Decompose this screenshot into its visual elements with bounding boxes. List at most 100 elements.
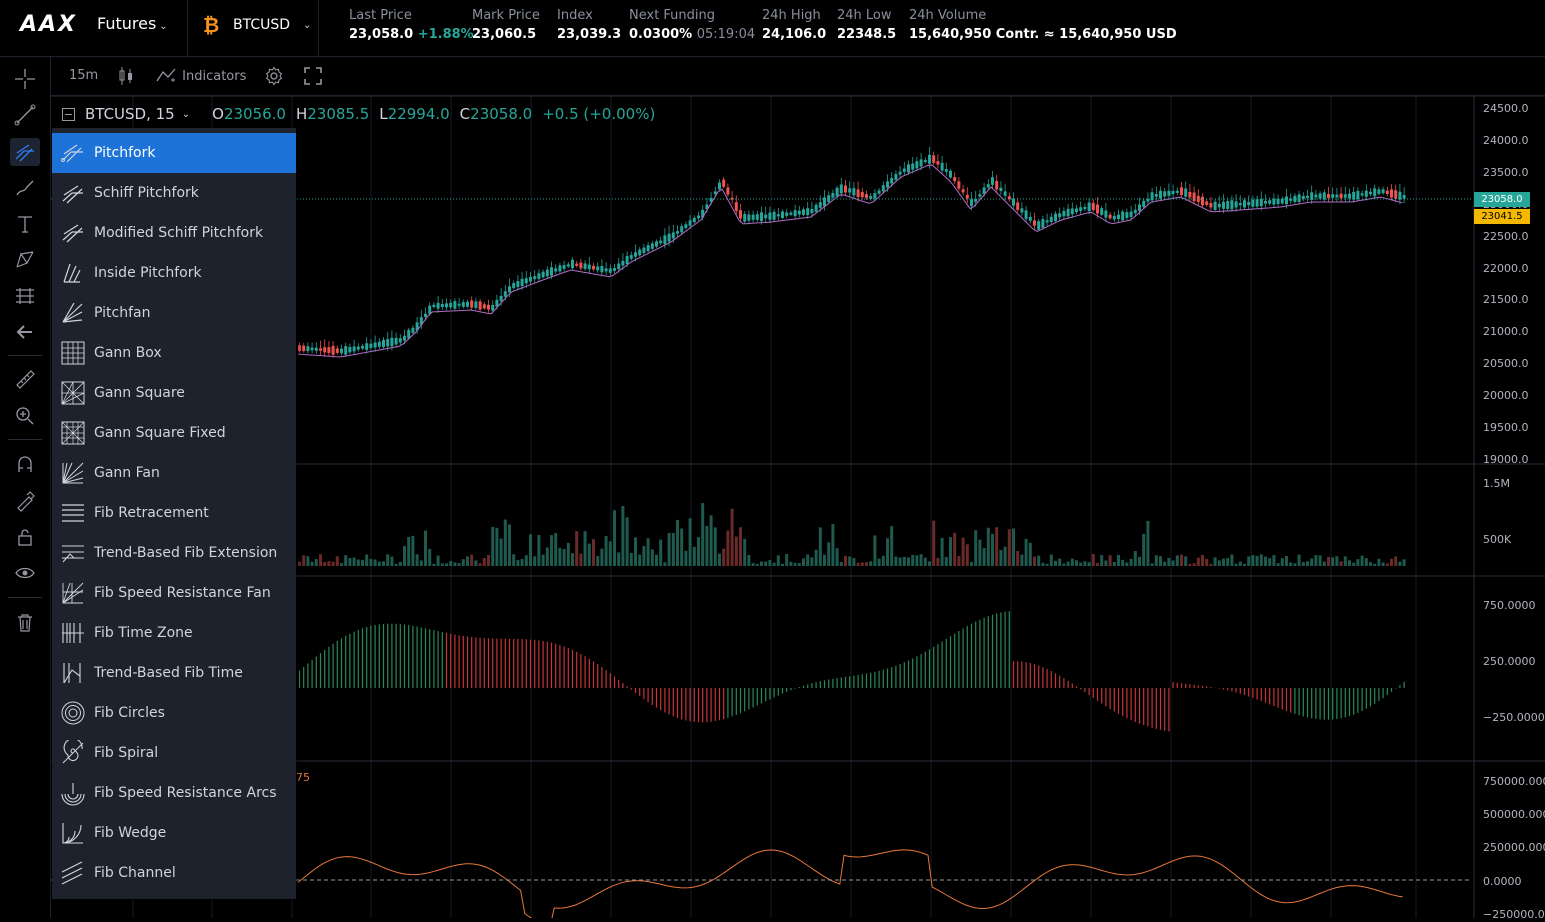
indicators-label: Indicators: [182, 69, 247, 84]
lock-drawing-icon[interactable]: [10, 487, 40, 515]
macd-axis-label: 250.0000: [1483, 655, 1536, 668]
menu-item-gann-square-fixed[interactable]: Gann Square Fixed: [52, 413, 296, 453]
price-chart[interactable]: [51, 95, 1545, 922]
menu-item-label: Fib Spiral: [94, 745, 159, 761]
stat-24h-high: 24h High 24,106.0: [762, 7, 826, 45]
eye-icon[interactable]: [10, 559, 40, 587]
price-axis-label: 22500.0: [1483, 229, 1529, 243]
menu-item-gann-fan[interactable]: Gann Fan: [52, 453, 296, 493]
pattern-icon[interactable]: [10, 246, 40, 274]
menu-item-fib-time-zone[interactable]: Fib Time Zone: [52, 613, 296, 653]
legend-symbol[interactable]: BTCUSD, 15: [85, 105, 175, 123]
modified-schiff-pitchfork-icon: [60, 220, 86, 246]
divider: [8, 439, 42, 440]
stat-label: 24h Volume: [909, 8, 987, 23]
trend-line-icon[interactable]: [10, 101, 40, 129]
fib-retracement-icon: [60, 500, 86, 526]
trash-icon[interactable]: [10, 609, 40, 637]
menu-item-fib-circles[interactable]: Fib Circles: [52, 693, 296, 733]
stat-value: 23,058.0: [349, 27, 414, 42]
fullscreen-icon[interactable]: [303, 66, 323, 90]
menu-item-label: Pitchfan: [94, 305, 151, 321]
menu-item-label: Trend-Based Fib Extension: [94, 545, 278, 561]
chart-legend: BTCUSD, 15 ⌄ O 23056.0 H 23085.5 L 22994.0 …: [62, 103, 655, 125]
stat-label: 24h High: [762, 8, 821, 23]
prediction-icon[interactable]: [10, 282, 40, 310]
price-axis-label: 21000.0: [1483, 325, 1529, 339]
stat-value: 22348.5: [837, 27, 897, 42]
macd-axis-label: 750.0000: [1483, 599, 1536, 612]
fib-time-zone-icon: [60, 620, 86, 646]
osc-axis-label: 250000.0000: [1483, 841, 1545, 854]
menu-item-fib-speed-fan[interactable]: Fib Speed Resistance Fan: [52, 573, 296, 613]
drawing-toolbar: [0, 57, 51, 918]
menu-item-fib-wedge[interactable]: Fib Wedge: [52, 813, 296, 853]
product-selector[interactable]: Futures ⌄: [97, 14, 168, 33]
fib-arcs-icon: [60, 780, 86, 806]
gann-fan-icon: [60, 460, 86, 486]
text-icon[interactable]: [10, 210, 40, 238]
price-axis-label: 24000.0: [1483, 133, 1529, 147]
stat-last-price: Last Price 23,058.0 +1.88%: [349, 7, 474, 45]
price-axis-label: 19500.0: [1483, 421, 1529, 434]
fib-spiral-icon: [60, 740, 86, 766]
settings-gear-icon[interactable]: [264, 66, 284, 90]
price-axis-label: 20000.0: [1483, 389, 1529, 403]
price-axis-label: 22000.0: [1483, 261, 1529, 275]
legend-open: 23056.0: [223, 105, 286, 123]
menu-item-gann-box[interactable]: Gann Box: [52, 333, 296, 373]
menu-item-schiff-pitchfork[interactable]: Schiff Pitchfork: [52, 173, 296, 213]
stat-mark-price: Mark Price 23,060.5: [472, 7, 540, 45]
stat-label: Index: [557, 8, 593, 23]
menu-item-fib-arcs[interactable]: Fib Speed Resistance Arcs: [52, 773, 296, 813]
menu-item-pitchfan[interactable]: Pitchfan: [52, 293, 296, 333]
menu-item-pitchfork[interactable]: Pitchfork: [52, 133, 296, 173]
divider: [8, 355, 42, 356]
pitchfan-icon: [60, 300, 86, 326]
arrow-left-icon[interactable]: [10, 318, 40, 346]
price-axis-label: 20500.0: [1483, 357, 1529, 371]
menu-item-modified-schiff-pitchfork[interactable]: Modified Schiff Pitchfork: [52, 213, 296, 253]
stat-label: Next Funding: [629, 8, 716, 23]
menu-item-gann-square[interactable]: Gann Square: [52, 373, 296, 413]
stat-value: 23,039.3: [557, 27, 622, 42]
candle-style-icon[interactable]: [118, 66, 134, 90]
drawing-tools-menu: Pitchfork Schiff Pitchfork Modified Schiff…: [52, 128, 296, 899]
stat-index: Index 23,039.3: [557, 7, 621, 45]
legend-high: 23085.5: [307, 105, 370, 123]
fib-wedge-icon: [60, 820, 86, 846]
stat-label: Last Price: [349, 8, 412, 23]
menu-item-inside-pitchfork[interactable]: Inside Pitchfork: [52, 253, 296, 293]
pitchfork-tool-icon[interactable]: [10, 138, 40, 166]
fib-extension-icon: [60, 540, 86, 566]
stat-value: 24,106.0: [762, 27, 827, 42]
menu-item-fib-retracement[interactable]: Fib Retracement: [52, 493, 296, 533]
menu-item-fib-spiral[interactable]: Fib Spiral: [52, 733, 296, 773]
bitcoin-icon: ₿: [203, 13, 220, 37]
stat-value: 23,060.5: [472, 27, 537, 42]
magnet-icon[interactable]: [10, 451, 40, 479]
aax-logo[interactable]: AAX: [20, 12, 78, 37]
lock-icon[interactable]: [10, 523, 40, 551]
symbol-selector[interactable]: ₿ BTCUSD ⌄: [203, 10, 311, 40]
menu-item-fib-time[interactable]: Trend-Based Fib Time: [52, 653, 296, 693]
menu-item-label: Schiff Pitchfork: [94, 185, 199, 201]
menu-item-label: Fib Wedge: [94, 825, 167, 841]
fib-channel-icon: [60, 860, 86, 886]
legend-low: 22994.0: [387, 105, 450, 123]
ruler-icon[interactable]: [10, 365, 40, 393]
collapse-legend-icon[interactable]: [62, 107, 75, 121]
crosshair-icon[interactable]: [10, 65, 40, 93]
chart-area[interactable]: [51, 95, 1545, 922]
brush-icon[interactable]: [10, 174, 40, 202]
interval-button[interactable]: 15m: [69, 68, 99, 83]
menu-item-fib-extension[interactable]: Trend-Based Fib Extension: [52, 533, 296, 573]
stat-value: 0.0300%: [629, 27, 693, 42]
oscillator-legend-value: 75: [296, 771, 310, 784]
menu-item-fib-channel[interactable]: Fib Channel: [52, 853, 296, 893]
menu-item-label: Gann Fan: [94, 465, 160, 481]
menu-item-label: Pitchfork: [94, 145, 156, 161]
menu-item-label: Inside Pitchfork: [94, 265, 202, 281]
indicators-button[interactable]: Indicators: [156, 67, 246, 84]
zoom-in-icon[interactable]: [10, 402, 40, 430]
